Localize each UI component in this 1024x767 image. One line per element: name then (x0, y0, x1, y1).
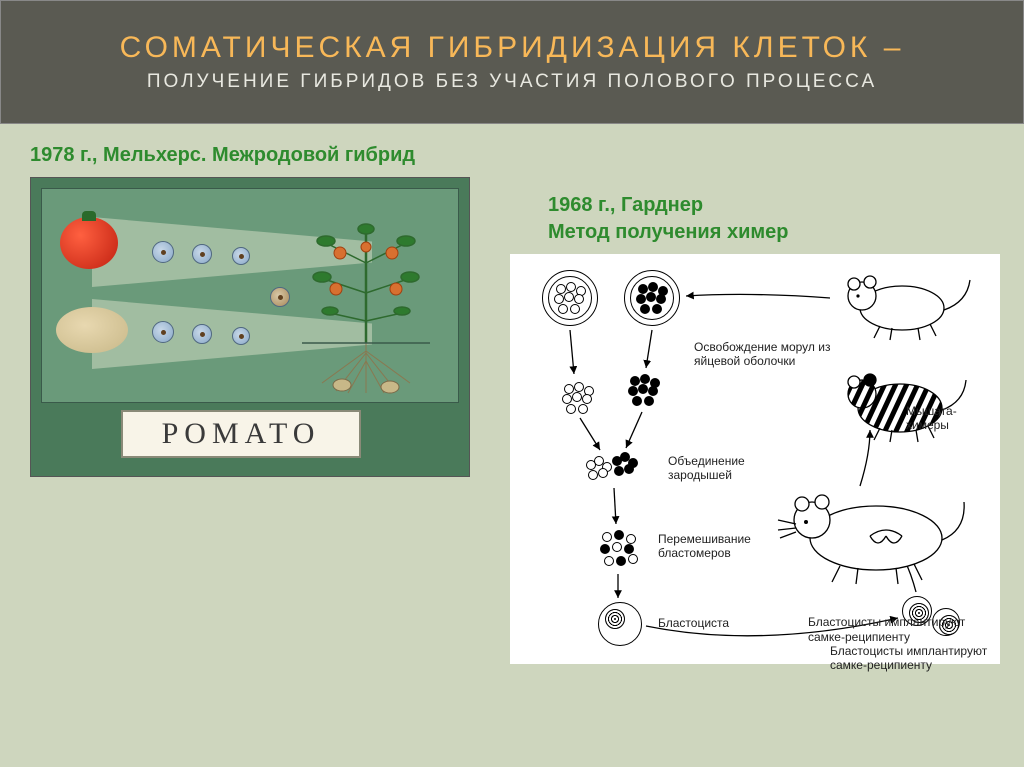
step3-label: Перемешивание бластомеров (658, 532, 778, 561)
pomato-figure: POMATO (30, 177, 470, 477)
slide-content: 1978 г., Мельхерс. Межродовой гибрид (0, 124, 1024, 497)
hybrid-plant-icon (296, 203, 436, 398)
slide-title: СОМАТИЧЕСКАЯ ГИБРИДИЗАЦИЯ КЛЕТОК – (41, 31, 983, 65)
protoplast-cell (192, 324, 212, 344)
protoplast-cell (152, 321, 174, 343)
right-caption-line1: 1968 г., Гарднер (548, 192, 789, 219)
right-caption-line2: Метод получения химер (548, 219, 789, 246)
mouse-recipient-icon (766, 478, 966, 588)
potato-icon (56, 307, 128, 353)
chimera-figure: Освобождение морул из яйцевой оболочки О… (510, 254, 1000, 664)
slide-header: СОМАТИЧЕСКАЯ ГИБРИДИЗАЦИЯ КЛЕТОК – ПОЛУЧ… (0, 0, 1024, 124)
tomato-icon (60, 217, 118, 269)
protoplast-cell (152, 241, 174, 263)
mouse-donor-icon (822, 262, 972, 342)
step4-label: Бластоциста (658, 616, 729, 630)
left-caption: 1978 г., Мельхерс. Межродовой гибрид (30, 144, 994, 167)
step2-label: Объединение зародышей (668, 454, 778, 483)
pomato-label: POMATO (121, 410, 361, 458)
step1-label: Освобождение морул из яйцевой оболочки (694, 340, 844, 369)
chimera-label: Мышата-химеры (906, 404, 976, 433)
right-caption: 1968 г., Гарднер Метод получения химер (548, 192, 789, 246)
protoplast-cell (232, 247, 250, 265)
pomato-illustration (41, 188, 459, 403)
protoplast-cell (192, 244, 212, 264)
protoplast-cell (232, 327, 250, 345)
slide-subtitle: ПОЛУЧЕНИЕ ГИБРИДОВ БЕЗ УЧАСТИЯ ПОЛОВОГО … (41, 71, 983, 93)
implant-label-text: Бластоцисты имплантируют самке-реципиент… (830, 644, 990, 673)
fused-cell (270, 287, 290, 307)
